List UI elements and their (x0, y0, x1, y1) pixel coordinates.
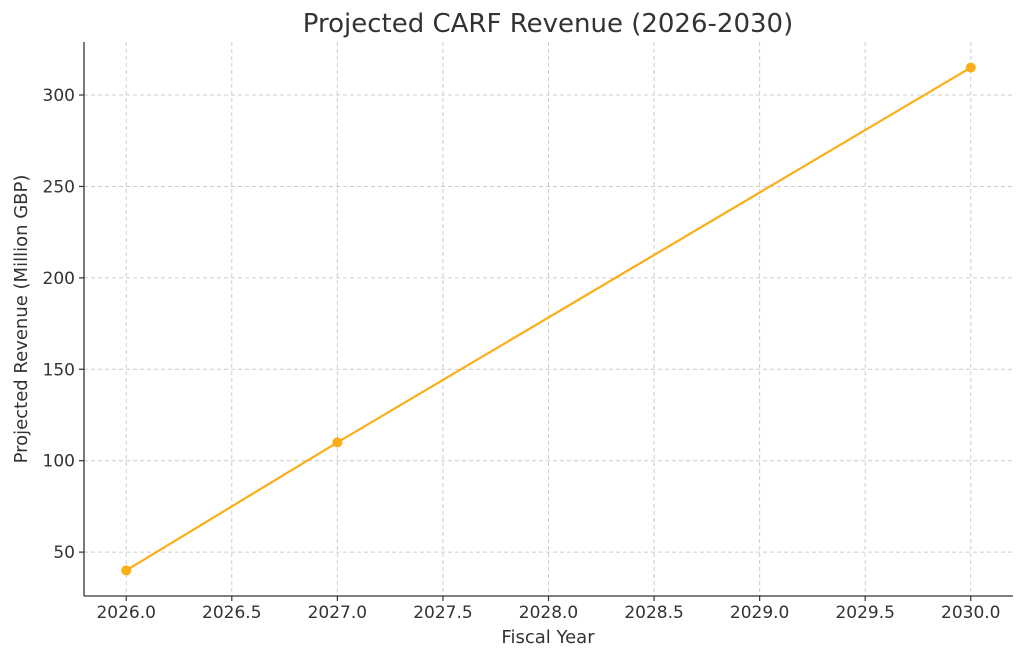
y-tick-label: 250 (43, 177, 75, 197)
data-point (332, 437, 343, 448)
x-tick-label: 2027.5 (413, 603, 472, 623)
x-axis-label: Fiscal Year (501, 627, 595, 648)
y-tick-label: 150 (43, 360, 75, 380)
data-point (121, 565, 132, 576)
x-tick-label: 2028.5 (624, 603, 683, 623)
x-tick-label: 2029.0 (730, 603, 789, 623)
y-axis-label: Projected Revenue (Million GBP) (11, 175, 32, 464)
axes (79, 42, 1013, 601)
x-tick-label: 2028.0 (519, 603, 578, 623)
x-tick-label: 2029.5 (835, 603, 894, 623)
y-tick-label: 300 (43, 86, 75, 106)
y-tick-label: 200 (43, 269, 75, 289)
x-tick-label: 2027.0 (308, 603, 367, 623)
grid (84, 42, 1013, 596)
series-group (121, 62, 976, 576)
x-tick-label: 2030.0 (941, 603, 1000, 623)
chart-title: Projected CARF Revenue (2026-2030) (303, 9, 793, 39)
y-tick-label: 100 (43, 452, 75, 472)
tick-labels: 2026.0 2026.5 2027.0 2027.5 2028.0 2028.5 2029… (43, 86, 1001, 623)
data-point (965, 62, 976, 73)
x-tick-label: 2026.0 (96, 603, 155, 623)
x-tick-label: 2026.5 (202, 603, 261, 623)
y-tick-label: 50 (53, 543, 75, 563)
